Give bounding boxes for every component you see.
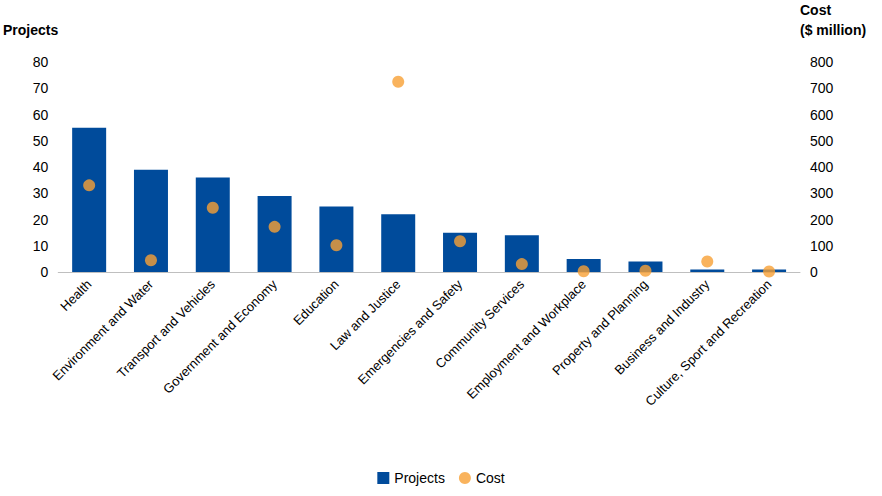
svg-text:Projects: Projects — [394, 470, 445, 486]
svg-text:0: 0 — [810, 264, 818, 280]
svg-text:600: 600 — [810, 107, 834, 123]
svg-text:10: 10 — [33, 238, 49, 254]
svg-text:Projects: Projects — [3, 22, 58, 38]
svg-text:Law and Justice: Law and Justice — [327, 276, 404, 354]
svg-text:300: 300 — [810, 185, 834, 201]
svg-text:60: 60 — [33, 107, 49, 123]
svg-text:500: 500 — [810, 133, 834, 149]
svg-text:Health: Health — [57, 277, 94, 314]
svg-text:200: 200 — [810, 212, 834, 228]
svg-text:Government and Economy: Government and Economy — [160, 276, 280, 396]
svg-text:800: 800 — [810, 54, 834, 70]
svg-text:Cost: Cost — [800, 2, 831, 18]
svg-text:Cost: Cost — [476, 470, 505, 486]
svg-text:400: 400 — [810, 159, 834, 175]
svg-text:700: 700 — [810, 80, 834, 96]
svg-text:Education: Education — [290, 277, 341, 328]
svg-text:40: 40 — [33, 159, 49, 175]
svg-text:($ million): ($ million) — [800, 22, 866, 38]
svg-text:80: 80 — [33, 54, 49, 70]
svg-text:0: 0 — [40, 264, 48, 280]
svg-text:Emergencies and Safety: Emergencies and Safety — [355, 276, 466, 387]
svg-text:100: 100 — [810, 238, 834, 254]
svg-text:Business and Industry: Business and Industry — [611, 276, 713, 378]
svg-text:Transport and Vehicles: Transport and Vehicles — [114, 276, 219, 381]
svg-text:Culture, Sport and Recreation: Culture, Sport and Recreation — [642, 277, 774, 409]
svg-text:Employment and Workplace: Employment and Workplace — [464, 277, 589, 402]
svg-text:Environment and Water: Environment and Water — [50, 276, 157, 383]
svg-text:Community Services: Community Services — [432, 276, 528, 372]
svg-text:Property and Planning: Property and Planning — [549, 276, 651, 379]
svg-text:70: 70 — [33, 80, 49, 96]
svg-text:30: 30 — [33, 185, 49, 201]
svg-text:50: 50 — [33, 133, 49, 149]
svg-text:20: 20 — [33, 212, 49, 228]
